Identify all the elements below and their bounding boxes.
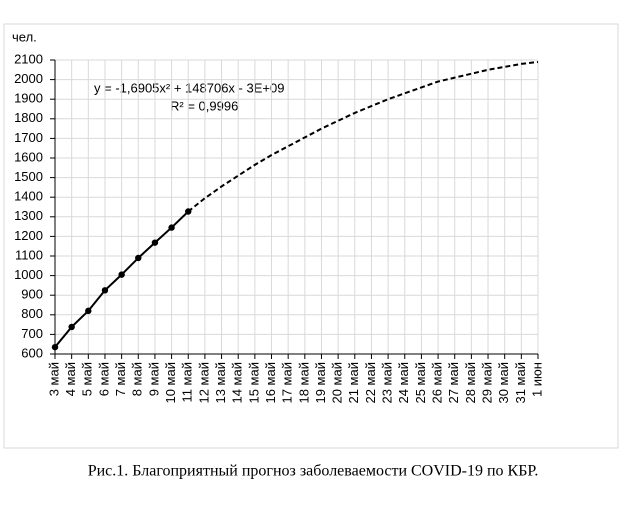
x-tick-label: 15 май (246, 362, 261, 404)
caption: Рис.1. Благоприятный прогноз заболеваемо… (88, 463, 539, 480)
data-point (101, 287, 109, 294)
y-tick-label: 1100 (15, 247, 43, 262)
y-tick-label: 1500 (14, 169, 43, 184)
y-tick-label: 700 (21, 326, 43, 341)
x-tick-label: 8 май (130, 362, 145, 396)
y-tick-label: 1600 (14, 149, 43, 164)
x-tick-label: 25 май (413, 362, 428, 404)
y-tick-label: 1200 (14, 228, 43, 243)
x-tick-label: 10 май (163, 362, 178, 404)
x-tick-label: 11 май (180, 362, 195, 403)
y-tick-label: 2000 (14, 71, 43, 86)
r-squared: R² = 0,9996 (170, 98, 238, 113)
x-tick-label: 6 май (96, 362, 111, 396)
x-tick-label: 28 май (463, 362, 478, 404)
x-tick-label: 12 май (196, 362, 211, 404)
x-tick-label: 21 май (346, 362, 361, 404)
y-tick-label: 1300 (14, 208, 43, 223)
y-tick-label: 2100 (14, 51, 43, 66)
y-tick-label: 600 (21, 345, 43, 360)
x-tick-label: 23 май (380, 362, 395, 404)
x-tick-label: 19 май (313, 362, 328, 404)
x-tick-label: 20 май (330, 362, 345, 404)
y-tick-label: 900 (21, 287, 43, 302)
x-tick-label: 4 май (63, 362, 78, 396)
x-tick-label: 18 май (296, 362, 311, 404)
data-point (135, 254, 142, 262)
x-tick-label: 1 июн (529, 362, 544, 397)
x-tick-label: 7 май (113, 362, 128, 396)
x-tick-label: 27 май (446, 362, 461, 404)
x-tick-label: 24 май (396, 362, 411, 404)
data-point (85, 307, 92, 315)
data-point (68, 323, 75, 331)
data-point (51, 343, 59, 351)
data-point (151, 239, 159, 246)
y-tick-label: 1900 (14, 91, 43, 106)
x-tick-label: 13 май (213, 362, 228, 404)
x-tick-label: 5 май (80, 362, 95, 396)
y-tick-label: 1800 (14, 110, 43, 125)
chart-frame (3, 23, 619, 449)
x-tick-label: 17 май (280, 362, 295, 404)
x-tick-label: 30 май (496, 362, 511, 404)
data-point (118, 271, 125, 278)
data-point (168, 224, 175, 231)
y-axis-label: чел. (12, 29, 37, 44)
y-tick-label: 1000 (14, 267, 43, 282)
x-tick-label: 16 май (263, 362, 278, 404)
x-tick-label: 29 май (479, 362, 494, 404)
series-line (187, 60, 539, 213)
y-tick-label: 1400 (14, 189, 43, 204)
x-tick-label: 31 май (513, 362, 528, 404)
y-tick-label: 800 (21, 306, 43, 321)
x-tick-label: 26 май (430, 362, 445, 404)
y-tick-label: 1700 (14, 130, 43, 145)
x-tick-label: 3 май (46, 362, 61, 396)
x-tick-label: 14 май (230, 362, 245, 404)
equation: y = -1,6905x² + 148706x - 3E+09 (94, 80, 284, 95)
x-tick-label: 22 май (363, 362, 378, 404)
x-tick-label: 9 май (146, 362, 161, 396)
